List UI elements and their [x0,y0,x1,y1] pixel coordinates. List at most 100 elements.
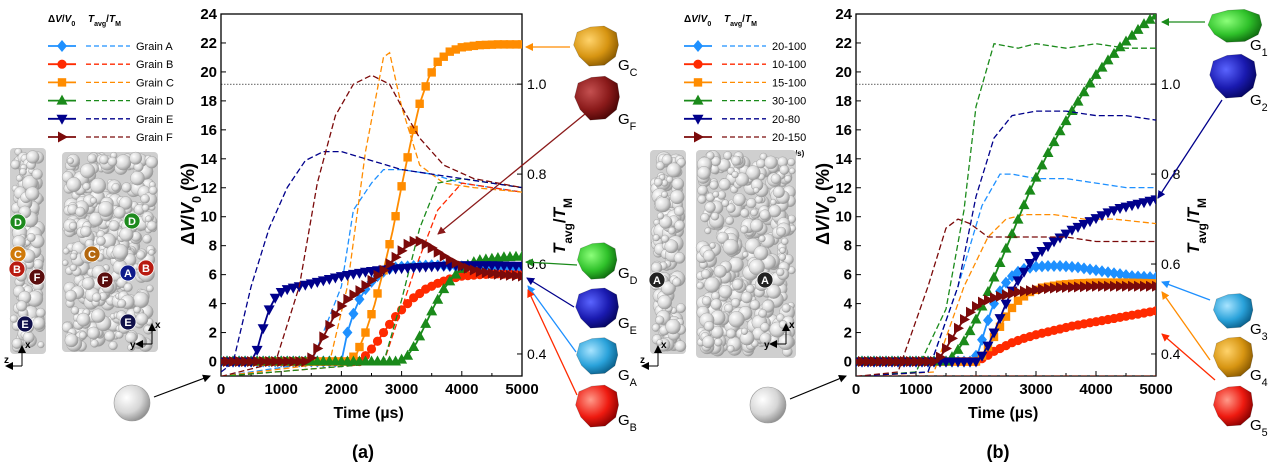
y2-tick-label: 0.4 [527,346,547,362]
powder-sphere [127,343,136,352]
panel-a: 0 1000 2000 3000 4000 50000246810121416182022… [48,6,575,462]
series-marker [924,356,934,368]
series-marker [499,269,510,281]
powder-sphere [753,245,769,261]
series-marker [982,341,994,352]
series-marker [1061,260,1071,273]
legend-label: 30-100 [772,96,806,108]
series-marker [1031,260,1041,273]
series-marker [235,356,246,368]
series-marker [1001,312,1011,321]
powder-sphere [123,282,133,292]
powder-sphere [776,268,785,277]
series-group [221,40,522,376]
grain-label-part: D [630,275,638,287]
grain-label-part: G [1250,367,1262,384]
y-tick-label: 6 [844,267,852,284]
series-marker [1140,280,1150,292]
series-marker [1007,303,1017,313]
series-marker [1085,263,1095,276]
series-marker [432,293,444,304]
series-marker [1096,61,1108,72]
legend-header-dv-part: Δ [48,14,55,25]
series-marker [1092,280,1102,292]
x-tick-label: 1000 [265,381,298,398]
series-marker [451,257,462,269]
powder-sphere [659,215,673,229]
x-tick-label: 2000 [959,381,992,398]
y2-axis-label: Tavg/TM [550,198,575,254]
powder-sphere [661,154,673,166]
grain-marker [648,271,666,289]
series-marker [251,345,263,356]
y-tick-label: 10 [835,209,852,226]
y2-tick-label: 1.0 [527,76,547,92]
y-tick-label: 18 [835,93,852,110]
grain-marker-label: E [124,317,131,329]
series-marker [1044,283,1054,295]
powder-sphere [136,250,146,260]
grain-label: GB [618,412,637,434]
series-marker [1018,267,1030,278]
series-marker [277,356,288,368]
series-marker [426,305,438,316]
series-marker [493,268,504,280]
series-marker [1096,211,1108,222]
series-marker [918,356,928,368]
series-marker [493,40,503,49]
legend-marker [692,114,704,125]
y-tick-label: 16 [835,122,852,139]
series-marker [1102,208,1114,219]
powder-sphere [722,238,739,256]
series-marker [1060,115,1072,126]
series-marker [930,356,940,368]
y-tick-label: 4 [209,296,218,313]
series-marker [397,182,406,191]
powder-sphere [82,182,91,191]
x-tick-label: 2000 [325,381,358,398]
powder-sphere [35,307,46,318]
powder-sphere [740,327,749,335]
y-tick-label: 0 [844,354,852,371]
powder-sphere [111,183,121,192]
series-marker [373,289,382,298]
legend-header-t-part: / [106,14,109,25]
grain-image [1209,53,1257,99]
series-marker [936,351,946,363]
series-marker [1056,282,1066,294]
powder-sphere [730,298,741,308]
series-marker [1067,279,1077,289]
powder-sphere [650,262,663,274]
legend-marker [692,94,704,105]
series-marker [505,40,515,49]
powder-sphere [78,331,87,340]
y-axis-label-part: Δ [813,232,833,245]
series-marker [367,310,376,319]
powder-sphere [661,191,669,199]
grain-marker-label: C [14,249,22,261]
series-marker [1032,284,1042,296]
series-marker [1127,278,1137,287]
series-marker [415,99,424,108]
series-marker [984,294,994,306]
series-marker [229,356,240,368]
powder-sphere [742,251,749,258]
x-tick-label: 5000 [1139,381,1172,398]
series-marker [1067,260,1077,273]
series-marker [301,356,312,368]
series-marker [499,40,509,49]
powder-sphere [740,291,753,304]
series-marker [994,314,1006,325]
series-marker [1109,267,1119,280]
grain-marker [28,268,46,286]
series-marker [421,238,432,250]
x-tick-label: 4000 [445,381,478,398]
series-marker [970,357,982,368]
series-marker [900,356,910,368]
series-marker [1060,229,1072,240]
axis-letter: x [25,340,31,351]
legend-header-t: Tavg/TM [724,14,757,28]
grain-marker-label: F [34,272,41,284]
powder-sphere [731,171,739,179]
